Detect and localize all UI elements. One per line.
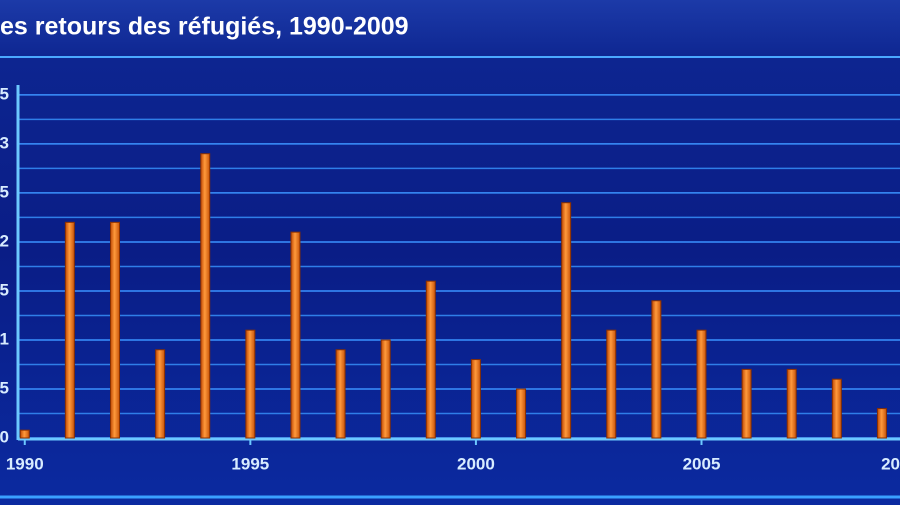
y-tick-label: 3 [0,133,9,152]
bar [19,429,30,439]
bar [741,368,752,439]
bar [651,300,662,439]
bar [561,202,572,439]
x-tick-label: 20 [881,454,900,473]
bar [290,231,301,439]
bar [64,221,75,439]
bar [155,349,166,439]
bar [109,221,120,439]
y-tick-label: 5 [0,280,9,299]
bar [200,153,211,439]
bar [786,368,797,439]
y-tick-label: 5 [0,378,9,397]
y-tick-label: 1 [0,329,9,348]
bar [606,329,617,439]
y-tick-label: 5 [0,84,9,103]
bar [335,349,346,439]
x-tick-label: 2005 [683,454,721,473]
y-tick-label: 5 [0,182,9,201]
bar [696,329,707,439]
y-tick-label: 2 [0,231,9,250]
bar [876,408,887,439]
chart-title: es retours des réfugiés, 1990-2009 [0,13,409,41]
bar [516,388,527,439]
y-tick-label: 0 [0,427,9,446]
x-tick-label: 1990 [6,454,44,473]
bar [425,280,436,439]
x-tick-label: 2000 [457,454,495,473]
bar [470,359,481,439]
x-tick-label: 1995 [231,454,269,473]
bar [831,378,842,439]
bar [245,329,256,439]
bar [380,339,391,439]
